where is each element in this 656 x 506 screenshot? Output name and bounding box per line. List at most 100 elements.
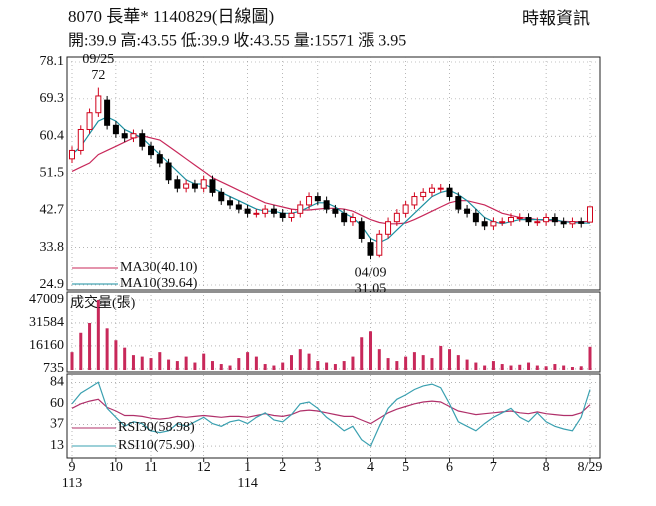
candle-body [306,196,313,206]
bar [500,364,504,370]
x-tick-label: 2 [279,460,286,475]
bar [79,332,83,370]
bar [474,362,478,370]
candle-body [121,133,128,139]
legend-label: RSI30(58.98) [118,420,195,435]
bar [123,347,127,370]
legend-label: MA10(39.64) [120,276,198,291]
bar [325,362,329,370]
bar [175,361,179,370]
bar [140,356,144,370]
annotation-date: 04/09 [355,265,387,280]
bar [369,331,373,370]
quote: 開:39.9 高:43.55 低:39.9 收:43.55 量:15571 漲 … [68,32,406,50]
candle-body [446,187,453,198]
candle-body [235,204,242,210]
y-tick-label: 735 [43,361,64,376]
candle-body [104,99,111,126]
x-tick-label: 1 [244,460,251,475]
bar [544,366,548,370]
x-tick-label: 10 [109,460,123,475]
bar [228,365,232,370]
bar [114,340,118,370]
y-tick-label: 60.4 [40,128,65,143]
candle-body [402,204,409,214]
legend-label: RSI10(75.90) [118,438,195,453]
bar [404,356,408,370]
y-tick-label: 69.3 [40,91,65,106]
bar [254,356,258,370]
candle-body [420,191,427,198]
candle-body [569,221,576,225]
candle-body [367,242,374,256]
line [71,381,591,447]
bar [491,361,495,370]
bar [553,364,557,370]
legend-label: 成交量(張) [70,294,136,311]
bar [386,358,390,370]
chart-title: 8070 長華* 1140829(日線圖) [68,7,274,26]
bar [219,364,223,370]
bar [96,300,100,370]
y-tick-label: 42.7 [40,203,65,218]
rsi-panel [66,373,601,459]
candle-body [464,208,471,214]
candle-body [534,221,541,224]
bar [483,365,487,370]
y-tick-label: 60 [50,396,64,411]
bar [377,349,381,370]
x-tick-label: 11 [144,460,157,475]
bar [149,358,153,370]
candle-body [516,217,523,220]
bar [263,364,267,370]
y-tick-label: 16160 [29,338,64,353]
x-tick-label: 8/29 [578,460,603,475]
bar [70,352,74,370]
y-tick-label: 13 [50,438,64,453]
bar [412,352,416,370]
source: 時報資訊 [522,9,590,28]
y-tick-label: 24.9 [40,277,65,292]
legend-label: MA30(40.10) [120,260,198,275]
candle-body [349,217,356,223]
candle-body [358,221,365,239]
candle-body [253,212,260,215]
candle-body [262,208,269,214]
candle-body [332,208,339,214]
bar [281,362,285,370]
year-label: 113 [62,476,82,491]
candle-body [587,206,593,223]
candle-body [578,221,585,224]
candle-body [323,200,330,210]
bar [237,358,241,370]
candle-body [341,212,348,223]
candle-body [218,191,225,202]
y-tick-label: 51.5 [40,166,65,181]
bar [579,366,583,370]
candle-body [297,204,304,214]
candle-body [191,183,198,189]
line [71,135,591,225]
y-tick-label: 33.8 [40,240,65,255]
bar [509,365,513,370]
candle-body [507,217,514,223]
candle-body [560,221,567,225]
candle-body [156,154,163,164]
candle-body [490,221,497,227]
candle-body [551,217,558,223]
candle-body [428,187,435,193]
x-tick-label: 9 [69,460,76,475]
bar [439,345,443,370]
candle-body [227,200,234,206]
candle-body [314,196,321,202]
bar [158,352,162,370]
x-tick-label: 3 [314,460,321,475]
candle-body [200,179,207,189]
candle-body [139,133,146,147]
candle-body [112,124,119,135]
x-tick-label: 8 [543,460,550,475]
bar [307,353,311,370]
candle-body [77,128,84,151]
bar [570,367,574,370]
